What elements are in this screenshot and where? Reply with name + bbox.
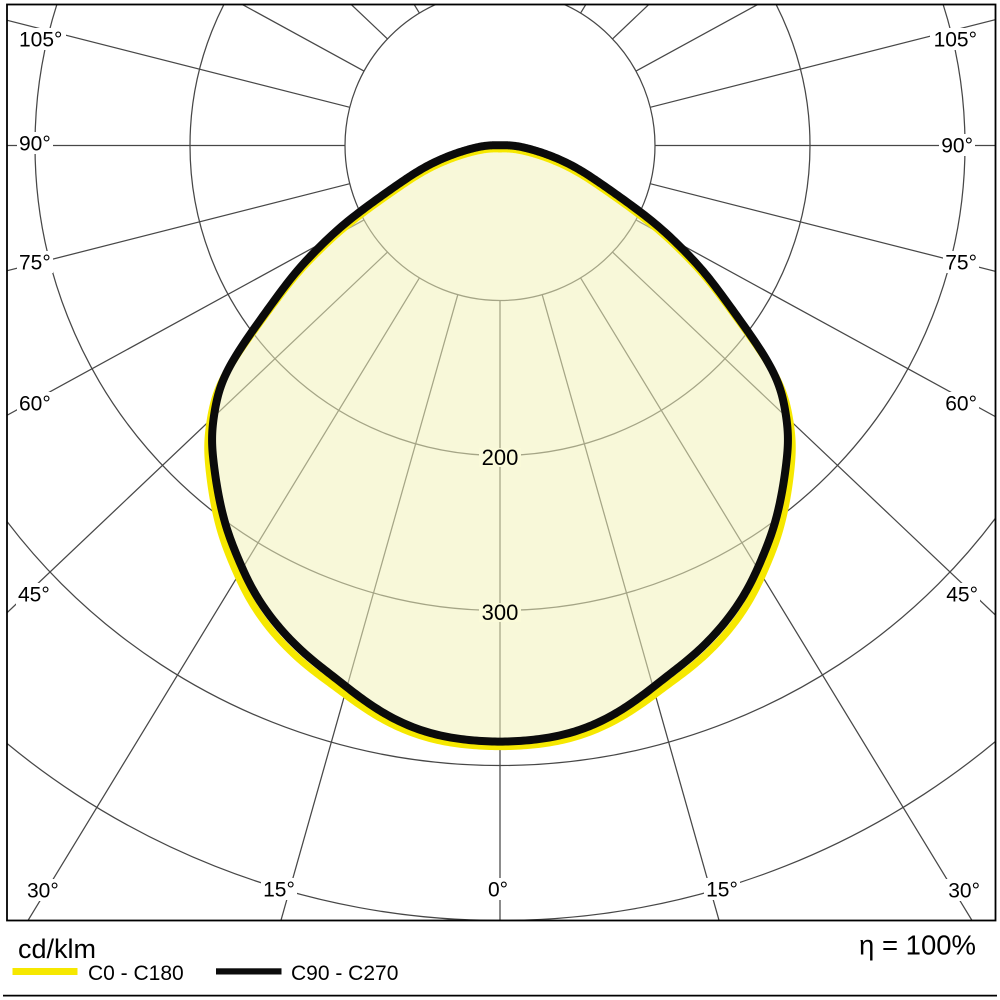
svg-text:105°: 105°: [19, 29, 62, 52]
svg-text:105°: 105°: [934, 29, 977, 52]
svg-text:60°: 60°: [945, 393, 977, 416]
svg-text:η = 100%: η = 100%: [859, 930, 976, 961]
svg-text:30°: 30°: [27, 880, 59, 903]
svg-text:60°: 60°: [19, 393, 51, 416]
svg-text:75°: 75°: [945, 252, 977, 275]
svg-text:cd/klm: cd/klm: [18, 934, 96, 964]
svg-text:15°: 15°: [706, 879, 738, 902]
svg-text:15°: 15°: [263, 879, 295, 902]
svg-text:90°: 90°: [941, 135, 973, 158]
svg-text:45°: 45°: [18, 584, 50, 607]
svg-text:0°: 0°: [488, 879, 508, 902]
svg-text:C0 - C180: C0 - C180: [88, 962, 184, 985]
svg-text:300: 300: [482, 600, 519, 625]
svg-text:200: 200: [482, 445, 519, 470]
svg-text:90°: 90°: [19, 133, 51, 156]
svg-text:C90 - C270: C90 - C270: [291, 962, 398, 985]
svg-text:45°: 45°: [946, 584, 978, 607]
svg-text:75°: 75°: [19, 252, 51, 275]
svg-text:30°: 30°: [948, 880, 980, 903]
